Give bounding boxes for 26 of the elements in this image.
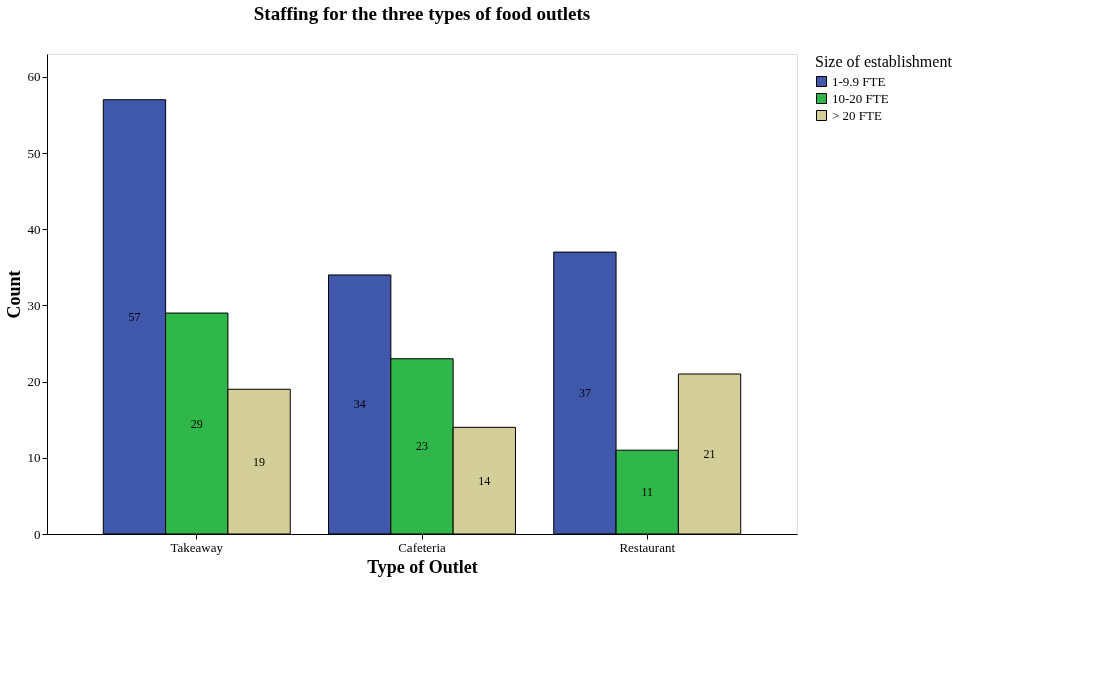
y-tick-label: 60	[27, 69, 41, 85]
x-tick-label: Takeaway	[170, 539, 224, 555]
legend-title: Size of establishment	[815, 53, 953, 70]
data-label: 57	[128, 309, 141, 324]
data-label: 14	[478, 473, 491, 488]
data-label: 19	[253, 454, 266, 469]
y-tick-label: 30	[27, 297, 41, 313]
y-axis-title: Count	[3, 270, 24, 319]
data-label: 23	[416, 439, 428, 454]
y-tick-label: 20	[27, 374, 41, 390]
data-label: 37	[578, 386, 591, 401]
y-tick-label: 50	[27, 145, 41, 161]
data-label: 21	[703, 447, 716, 461]
legend-label: 10-20 FTE	[832, 90, 889, 106]
y-tick-label: 40	[27, 221, 41, 237]
x-tick-label: Restaurant	[619, 539, 676, 555]
x-axis-title: Type of Outlet	[367, 556, 478, 577]
y-tick-label: 10	[27, 450, 41, 466]
chart-title: Staffing for the three types of food outlets	[253, 3, 591, 24]
y-tick-label: 0	[34, 526, 41, 542]
data-label: 34	[353, 397, 366, 412]
data-label: 29	[190, 416, 203, 431]
data-label: 11	[641, 485, 654, 500]
x-tick-label: Cafeteria	[398, 539, 447, 555]
legend-label: > 20 FTE	[832, 107, 882, 123]
legend-label: 1-9.9 FTE	[832, 73, 886, 89]
